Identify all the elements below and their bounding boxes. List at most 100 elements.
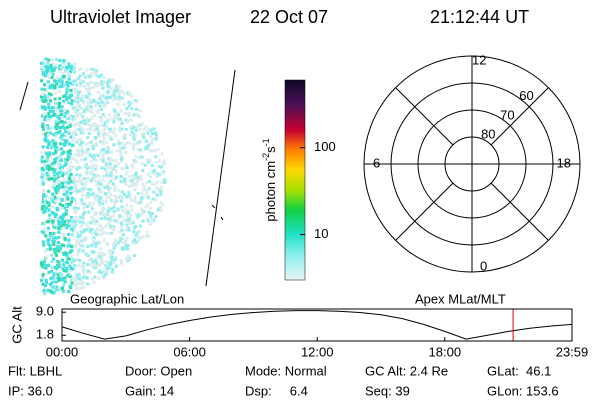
pixel (81, 141, 85, 145)
pixel (144, 191, 148, 195)
pixel (104, 101, 108, 105)
pixel (115, 175, 119, 179)
pixel (106, 242, 110, 246)
pixel (151, 149, 155, 153)
pixel (154, 133, 158, 137)
pixel (128, 179, 132, 183)
pixel (43, 174, 47, 178)
pixel (155, 194, 159, 197)
pixel (130, 94, 134, 98)
pixel (158, 164, 162, 168)
pixel (88, 193, 92, 197)
pixel (67, 185, 71, 189)
pixel (81, 281, 85, 285)
pixel (115, 149, 119, 153)
pixel (149, 217, 153, 221)
pixel (86, 104, 90, 108)
pixel (104, 199, 108, 203)
limb-line (205, 69, 236, 287)
pixel (62, 83, 66, 87)
label-sup: -1 (261, 138, 271, 146)
pixel (154, 215, 158, 219)
pixel (53, 113, 56, 117)
pixel (124, 127, 128, 131)
pixel (75, 167, 79, 171)
pixel (78, 277, 82, 281)
pixel (86, 150, 90, 154)
pixel (110, 255, 114, 259)
pixel (127, 228, 131, 232)
pixel (64, 141, 67, 145)
pixel (45, 158, 49, 161)
pixel (132, 137, 136, 141)
pixel (84, 94, 88, 98)
pixel (106, 266, 110, 270)
pixel (142, 127, 146, 131)
pixel (99, 73, 103, 77)
pixel (89, 188, 93, 192)
pixel (46, 124, 49, 128)
pixel (66, 181, 70, 185)
pixel (122, 241, 126, 245)
pixel (103, 115, 107, 119)
pixel (68, 177, 72, 181)
pixel (81, 264, 85, 267)
pixel (145, 139, 148, 143)
pixel (59, 109, 63, 113)
pixel (74, 201, 78, 205)
pixel (140, 191, 144, 195)
pixel (63, 164, 67, 167)
info-field: Dsp: 6.4 (245, 383, 308, 398)
pixel (135, 113, 139, 116)
pixel (87, 123, 90, 127)
pixel (41, 179, 45, 183)
pixel (113, 164, 117, 168)
pixel (74, 88, 77, 91)
pixel (112, 90, 116, 94)
pixel (75, 287, 79, 291)
pixel (138, 201, 142, 205)
pixel (113, 96, 117, 100)
pixel (134, 225, 138, 229)
pixel (72, 65, 76, 69)
pixel (58, 136, 62, 140)
pixel (89, 228, 93, 232)
pixel (130, 178, 134, 182)
pixel (49, 276, 53, 280)
pixel (123, 180, 126, 184)
pixel (43, 118, 47, 121)
pixel (64, 212, 68, 216)
chart-right-title: Apex MLat/MLT (415, 291, 506, 306)
pixel (76, 93, 80, 97)
colorbar (284, 79, 306, 281)
pixel (104, 161, 108, 165)
pixel (50, 265, 54, 269)
pixel (126, 259, 130, 263)
pixel (53, 195, 57, 199)
pixel (50, 76, 54, 79)
pixel (118, 117, 122, 121)
info-field: GLat: 46.1 (487, 363, 551, 378)
pixel (126, 211, 130, 215)
pixel (67, 289, 71, 293)
pixel (61, 72, 65, 75)
pixel (70, 64, 74, 68)
pixel (62, 244, 66, 248)
pixel (89, 221, 93, 225)
pixel (47, 208, 51, 212)
pixel (106, 89, 110, 93)
pixel (66, 111, 70, 115)
pixel (151, 132, 154, 135)
pixel (71, 181, 75, 185)
pixel (146, 194, 150, 198)
pixel (91, 170, 95, 174)
pixel (51, 139, 55, 143)
pixel (106, 185, 110, 189)
pixel (66, 117, 70, 120)
pixel (66, 244, 70, 248)
pixel (134, 183, 138, 187)
pixel (40, 151, 44, 154)
pixel (102, 104, 106, 108)
pixel (50, 253, 54, 257)
pixel (76, 100, 80, 104)
